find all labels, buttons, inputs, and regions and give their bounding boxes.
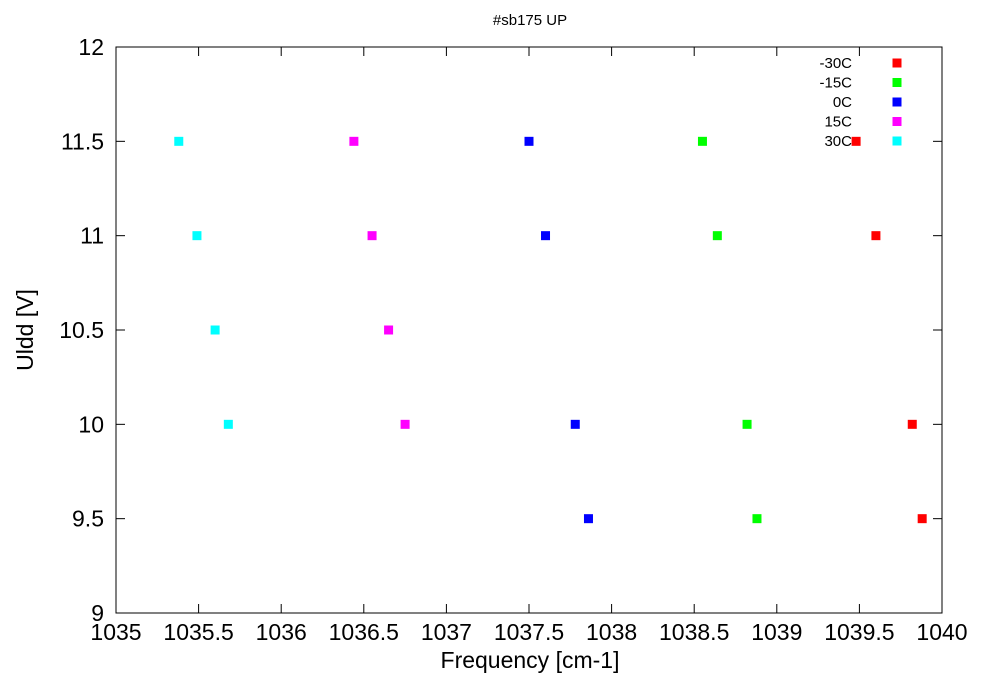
legend-label: 0C xyxy=(833,94,852,111)
chart-title: #sb175 UP xyxy=(493,12,567,29)
legend-marker xyxy=(892,78,902,87)
data-point xyxy=(174,136,184,146)
x-tick-label: 1037 xyxy=(421,619,472,645)
x-tick-label: 1035 xyxy=(90,619,141,645)
data-point xyxy=(570,419,580,429)
legend-marker xyxy=(892,97,902,107)
data-point xyxy=(367,231,377,241)
data-point xyxy=(541,231,551,241)
data-point xyxy=(400,419,410,429)
legend-marker xyxy=(892,136,902,146)
data-point xyxy=(742,419,752,429)
plot-frame xyxy=(115,46,943,614)
data-point xyxy=(384,325,394,335)
y-tick-label: 9 xyxy=(91,600,104,626)
legend-label: 15C xyxy=(824,114,852,131)
y-tick-labels: 9 9.5 10 10.5 11 11.5 12 xyxy=(59,34,104,626)
legend-marker xyxy=(892,58,902,68)
x-tick-label: 1038 xyxy=(586,619,637,645)
data-point xyxy=(349,136,359,146)
y-axis-label: Uldd [V] xyxy=(12,289,38,371)
x-tick-label: 1039 xyxy=(751,619,802,645)
data-points xyxy=(174,136,927,524)
data-point xyxy=(851,136,861,146)
data-point xyxy=(524,136,534,146)
data-point xyxy=(752,514,762,524)
data-point xyxy=(871,231,881,241)
data-point xyxy=(697,136,707,146)
y-tick-label: 9.5 xyxy=(72,506,104,532)
legend-label: -30C xyxy=(819,55,852,72)
data-point xyxy=(712,231,722,241)
data-point xyxy=(210,325,220,335)
x-tick-label: 1036.5 xyxy=(329,619,399,645)
x-tick-label: 1037.5 xyxy=(494,619,564,645)
y-tick-label: 10 xyxy=(78,411,104,437)
y-tick-label: 12 xyxy=(78,34,104,60)
legend-label: -15C xyxy=(819,75,852,92)
data-point xyxy=(917,514,927,524)
data-point xyxy=(907,419,917,429)
data-point xyxy=(223,419,233,429)
legend-label: 30C xyxy=(824,133,852,150)
x-tick-label: 1039.5 xyxy=(824,619,894,645)
x-tick-labels: 1035 1035.5 1036 1036.5 1037 1037.5 1038 1038.5… xyxy=(90,619,967,645)
x-tick-label: 1038.5 xyxy=(659,619,729,645)
y-tick-label: 11.5 xyxy=(61,128,104,154)
legend-marker xyxy=(892,117,902,126)
y-tick-label: 11 xyxy=(80,223,104,249)
y-tick-label: 10.5 xyxy=(59,317,104,343)
x-tick-label: 1040 xyxy=(916,619,967,645)
axis-ticks xyxy=(115,46,943,614)
data-point xyxy=(583,514,593,524)
x-tick-label: 1036 xyxy=(256,619,307,645)
legend: -30C -15C 0C 15C 30C xyxy=(819,55,902,150)
x-tick-label: 1035.5 xyxy=(163,619,233,645)
data-point xyxy=(192,231,202,241)
x-axis-label: Frequency [cm-1] xyxy=(441,647,620,673)
